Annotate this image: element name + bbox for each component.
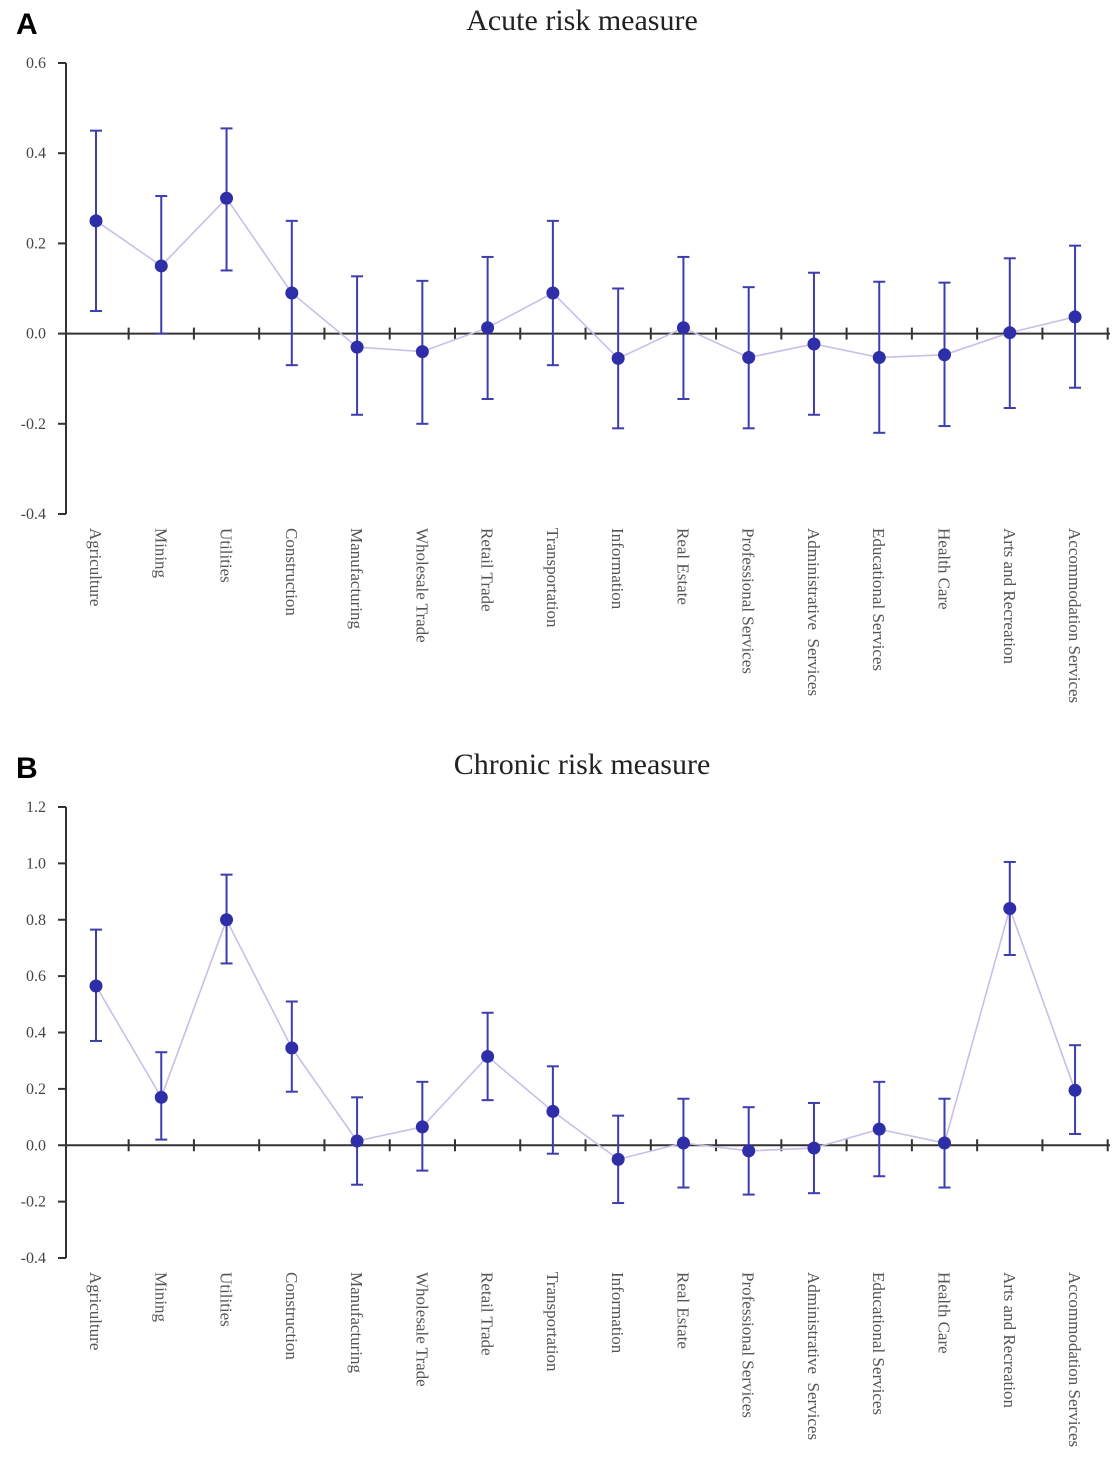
- chart-a-category-label: Accommodation Services: [1065, 528, 1084, 703]
- chart-b-category-label: Information: [608, 1272, 627, 1354]
- chart-a-point: [611, 351, 625, 365]
- chart-b-ytick-label: 0.0: [26, 1137, 46, 1154]
- chart-b-category-label: Retail Trade: [478, 1272, 497, 1356]
- chart-a-category-label: Health Care: [935, 528, 954, 610]
- chart-b-point: [938, 1136, 952, 1150]
- panel-a-letter: A: [16, 8, 38, 41]
- chart-b-ytick-label: 0.8: [26, 912, 46, 929]
- chart-b-point: [611, 1152, 625, 1166]
- chart-a-point: [938, 348, 952, 362]
- chart-a-point: [481, 321, 495, 335]
- chart-b-category-label: Agriculture: [86, 1272, 105, 1350]
- chart-b-ytick-label: -0.2: [21, 1194, 46, 1211]
- chart-b-point: [350, 1134, 364, 1148]
- chart-a-category-label: Educational Services: [869, 528, 888, 671]
- chart-a-category-label: Real Estate: [673, 528, 692, 605]
- chart-a-ytick-label: 0.4: [26, 145, 46, 162]
- chart-b-point: [220, 913, 234, 927]
- chart-a-ytick-label: 0.6: [26, 55, 46, 72]
- chart-b-point: [742, 1144, 756, 1158]
- chart-a-category-label: Information: [608, 528, 627, 610]
- chart-b-category-label: Construction: [282, 1272, 301, 1360]
- panel-b-letter: B: [16, 752, 38, 785]
- chart-b-category-label: Mining: [151, 1272, 170, 1323]
- chart-a-point: [154, 259, 168, 273]
- chart-a-point: [1003, 326, 1017, 340]
- chart-a-point: [546, 286, 560, 300]
- chart-a-category-label: Manufacturing: [347, 528, 366, 630]
- chart-a-point: [742, 351, 756, 365]
- chart-b-point: [481, 1049, 495, 1063]
- chart-a-category-label: Administrative Services: [804, 528, 823, 696]
- chart-b-point: [89, 979, 103, 993]
- chart-a-category-label: Mining: [151, 528, 170, 579]
- chart-a-point: [220, 191, 234, 205]
- chart-a-point: [350, 340, 364, 354]
- chart-b-point: [154, 1090, 168, 1104]
- chart-a-category-label: Retail Trade: [478, 528, 497, 612]
- chart-b-point: [676, 1136, 690, 1150]
- chart-a-ytick-label: -0.4: [21, 506, 46, 523]
- chart-b-point: [415, 1120, 429, 1134]
- chart-a-category-label: Agriculture: [86, 528, 105, 606]
- chart-b-category-label: Transportation: [543, 1272, 562, 1372]
- chart-a-category-label: Wholesale Trade: [412, 528, 431, 643]
- chart-a-category-label: Transportation: [543, 528, 562, 628]
- chart-b-ytick-label: 1.0: [26, 855, 46, 872]
- chart-b-point: [1003, 901, 1017, 915]
- chart-a-ytick-label: 0.2: [26, 235, 46, 252]
- chart-b-category-label: Health Care: [935, 1272, 954, 1354]
- chart-a-plot: -0.4 -0.2 0.0 0.2 0.4 0.6 Agriculture Mining Uti…: [21, 55, 1110, 703]
- chart-b-ytick-label: 1.2: [26, 799, 46, 816]
- chart-b-ytick-label: -0.4: [21, 1250, 46, 1267]
- chart-a-category-label: Construction: [282, 528, 301, 616]
- chart-b-plot: -0.4 -0.2 0.0 0.2 0.4 0.6 0.8 1.0 1.2 Agriculture…: [21, 799, 1110, 1447]
- chart-a-category-label: Professional Services: [739, 528, 758, 674]
- chart-a-ytick-label: -0.2: [21, 416, 46, 433]
- chart-a-point: [676, 321, 690, 335]
- chart-b-category-label: Real Estate: [673, 1272, 692, 1349]
- chart-b-point: [546, 1104, 560, 1118]
- chart-a-category-label: Utilities: [217, 528, 236, 583]
- chart-a-point: [89, 214, 103, 228]
- chart-a-point: [872, 351, 886, 365]
- chart-b-point: [807, 1141, 821, 1155]
- chart-b-category-label: Professional Services: [739, 1272, 758, 1418]
- chart-a-point: [415, 345, 429, 359]
- chart-b-ytick-label: 0.6: [26, 968, 46, 985]
- chart-b-category-label: Arts and Recreation: [1000, 1272, 1019, 1408]
- chart-b-category-label: Accommodation Services: [1065, 1272, 1084, 1447]
- chart-a-point: [285, 286, 299, 300]
- chart-b-title: Chronic risk measure: [454, 748, 711, 781]
- chart-a-ytick-label: 0.0: [26, 326, 46, 343]
- chart-b-category-label: Administrative Services: [804, 1272, 823, 1440]
- chart-a-title: Acute risk measure: [466, 4, 698, 37]
- chart-b-category-label: Utilities: [217, 1272, 236, 1327]
- chart-b-series-line: [95, 905, 1076, 1161]
- chart-b-ytick-label: 0.4: [26, 1025, 46, 1042]
- chart-b-category-label: Educational Services: [869, 1272, 888, 1415]
- chart-a-point: [1068, 310, 1082, 324]
- chart-b-ytick-label: 0.2: [26, 1081, 46, 1098]
- chart-b-category-label: Wholesale Trade: [412, 1272, 431, 1387]
- chart-a-point: [807, 337, 821, 351]
- chart-b-point: [1068, 1083, 1082, 1097]
- chart-b-category-label: Manufacturing: [347, 1272, 366, 1374]
- chart-a-category-label: Arts and Recreation: [1000, 528, 1019, 664]
- chart-b-point: [285, 1041, 299, 1055]
- chart-b-point: [872, 1122, 886, 1136]
- chart-a-series-line: [95, 197, 1076, 360]
